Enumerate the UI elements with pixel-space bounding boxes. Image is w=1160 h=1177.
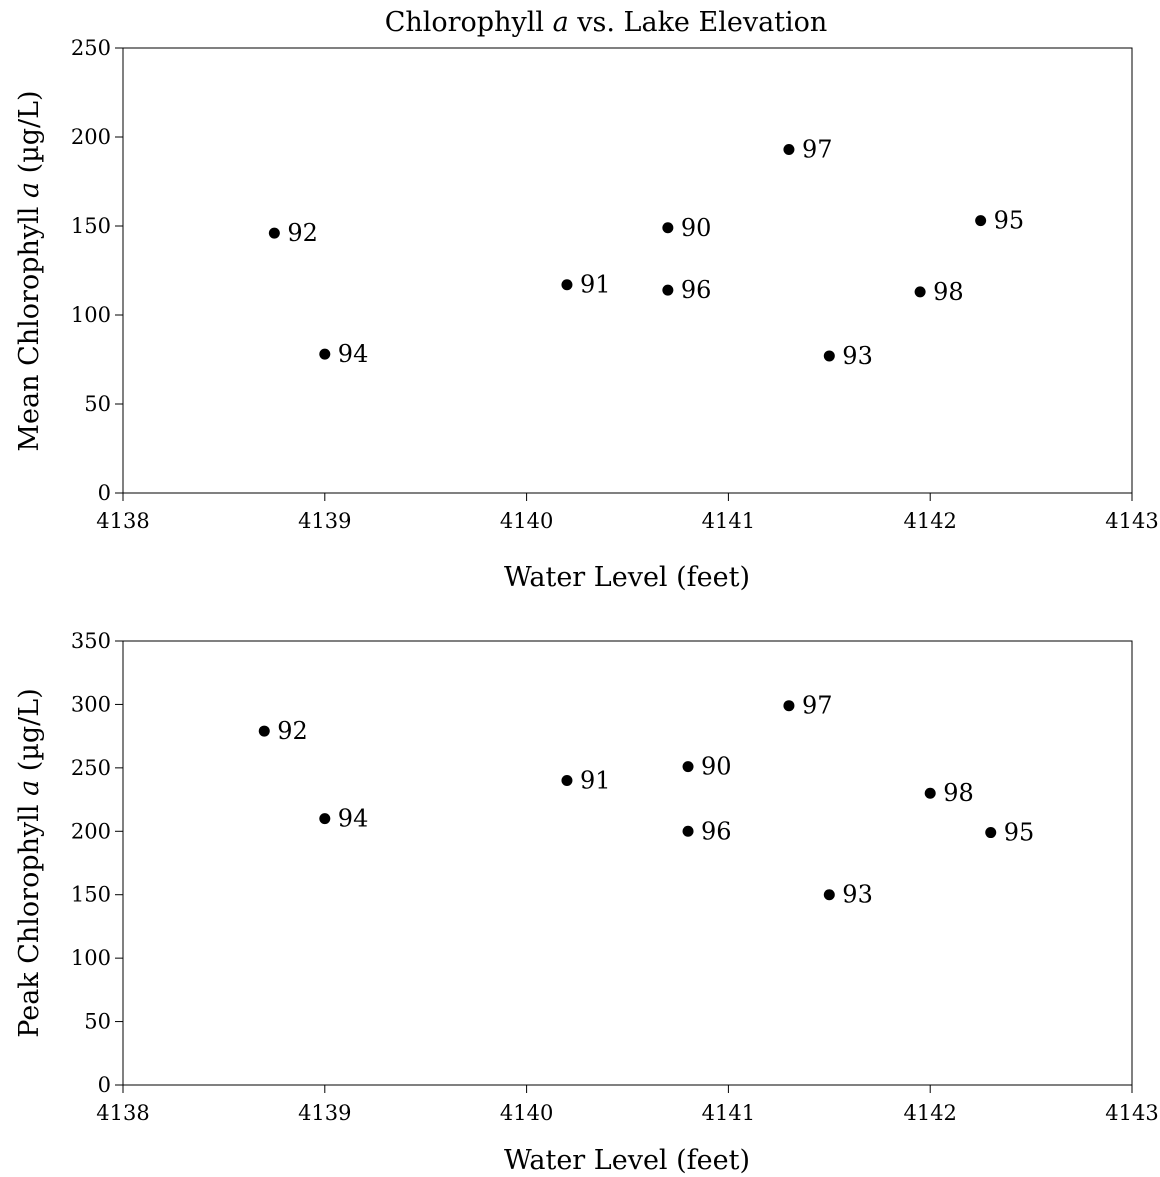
data-point — [783, 143, 795, 155]
y-axis-ticks: 0 50 100 150 200 250 — [71, 36, 123, 505]
data-point — [319, 348, 331, 360]
x-tick-label: 4142 — [903, 509, 956, 533]
data-point — [975, 215, 987, 227]
y-tick-label: 150 — [71, 214, 111, 238]
data-point — [823, 889, 835, 901]
x-tick-label: 4143 — [1105, 509, 1158, 533]
data-point-label: 90 — [701, 753, 732, 781]
x-axis-label: Water Level (feet) — [504, 1145, 750, 1176]
data-point — [682, 825, 694, 837]
y-tick-label: 150 — [71, 883, 111, 907]
data-point — [662, 284, 674, 296]
y-tick-label: 0 — [98, 1073, 111, 1097]
x-tick-label: 4141 — [702, 1101, 755, 1125]
data-point — [662, 222, 674, 234]
y-tick-label: 50 — [84, 1010, 111, 1034]
data-point-label: 93 — [842, 342, 873, 370]
x-tick-label: 4141 — [702, 509, 755, 533]
data-point-label: 94 — [338, 340, 369, 368]
data-point — [783, 700, 795, 712]
y-tick-label: 50 — [84, 392, 111, 416]
data-point-label: 95 — [994, 207, 1025, 235]
data-point — [914, 286, 926, 298]
y-tick-label: 200 — [71, 125, 111, 149]
data-point-label: 96 — [681, 276, 712, 304]
x-tick-label: 4138 — [96, 1101, 149, 1125]
x-axis-ticks: 4138 4139 4140 4141 4142 4143 — [96, 1085, 1159, 1125]
data-point — [924, 787, 936, 799]
data-point-label: 91 — [580, 271, 611, 299]
data-points: 90 91 92 93 94 95 96 97 98 — [268, 135, 1025, 370]
data-point — [682, 761, 694, 773]
data-point-label: 97 — [802, 692, 833, 720]
y-tick-label: 200 — [71, 819, 111, 843]
data-point — [319, 813, 331, 825]
data-point-label: 90 — [681, 214, 712, 242]
y-tick-label: 100 — [71, 303, 111, 327]
x-axis-ticks: 4138 4139 4140 4141 4142 4143 — [96, 493, 1159, 533]
y-tick-label: 100 — [71, 946, 111, 970]
x-tick-label: 4142 — [903, 1101, 956, 1125]
chart-title: Chlorophyll a vs. Lake Elevation — [385, 7, 828, 38]
plot-area-frame — [122, 47, 1133, 494]
data-point — [561, 775, 573, 787]
mean-chlorophyll-chart: Chlorophyll a vs. Lake Elevation 0 50 100 1… — [14, 7, 1159, 593]
y-tick-label: 350 — [71, 629, 111, 653]
x-tick-label: 4139 — [298, 509, 351, 533]
data-point-label: 94 — [338, 805, 369, 833]
data-point-label: 98 — [943, 779, 974, 807]
y-tick-label: 250 — [71, 36, 111, 60]
data-point-label: 92 — [287, 219, 318, 247]
data-point — [561, 279, 573, 291]
data-points: 90 91 92 93 94 95 96 97 98 — [258, 692, 1035, 909]
y-tick-label: 250 — [71, 756, 111, 780]
data-point-label: 95 — [1004, 819, 1035, 847]
x-tick-label: 4138 — [96, 509, 149, 533]
x-tick-label: 4143 — [1105, 1101, 1158, 1125]
y-axis-label: Mean Chlorophyll a (µg/L) — [14, 90, 45, 451]
data-point-label: 97 — [802, 135, 833, 163]
y-axis-ticks: 0 50 100 150 200 250 300 350 — [71, 629, 123, 1097]
plot-area-frame — [122, 640, 1133, 1086]
y-tick-label: 0 — [98, 481, 111, 505]
data-point-label: 92 — [277, 717, 308, 745]
x-tick-label: 4139 — [298, 1101, 351, 1125]
x-tick-label: 4140 — [500, 1101, 553, 1125]
data-point — [985, 827, 997, 839]
data-point-label: 96 — [701, 817, 732, 845]
data-point — [823, 350, 835, 362]
data-point-label: 91 — [580, 767, 611, 795]
x-axis-label: Water Level (feet) — [504, 562, 750, 593]
data-point-label: 98 — [933, 278, 964, 306]
data-point — [258, 725, 270, 737]
data-point-label: 93 — [842, 881, 873, 909]
y-axis-label: Peak Chlorophyll a (µg/L) — [14, 688, 45, 1037]
y-tick-label: 300 — [71, 692, 111, 716]
data-point — [268, 227, 280, 239]
x-tick-label: 4140 — [500, 509, 553, 533]
